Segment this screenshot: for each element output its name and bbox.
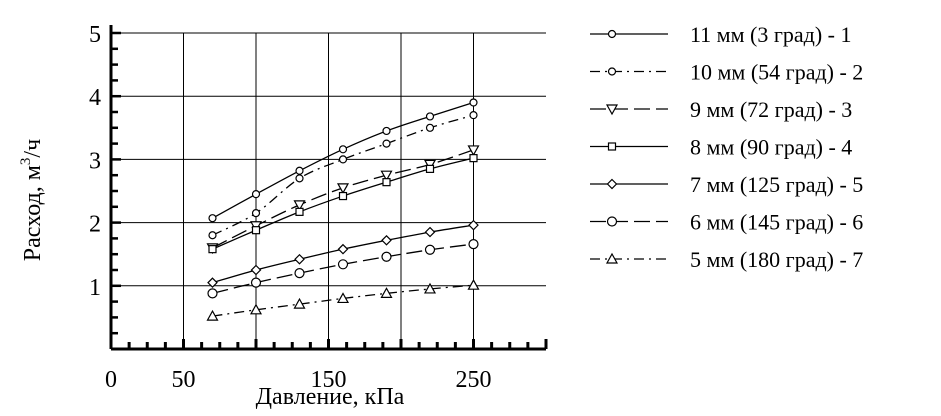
data-point [294, 253, 305, 265]
data-point [337, 243, 349, 255]
series-layer [206, 98, 480, 321]
x-tick-label: 50 [172, 367, 196, 393]
data-point [425, 112, 435, 121]
data-point [207, 277, 218, 288]
data-point [381, 234, 392, 246]
x-tick-label: 250 [456, 367, 492, 393]
data-point [249, 303, 263, 315]
legend-item-6: 6 мм (145 град) - 6 [590, 210, 863, 235]
data-point [607, 142, 617, 151]
data-point [206, 309, 219, 321]
data-point [207, 288, 218, 299]
legend-label: 6 мм (145 град) - 6 [690, 210, 863, 235]
data-point [382, 126, 391, 136]
data-point [250, 264, 262, 276]
data-point [336, 183, 350, 195]
data-point [423, 282, 437, 294]
data-point [424, 244, 436, 255]
legend-item-5: 7 мм (125 град) - 5 [590, 172, 863, 197]
data-point [380, 287, 393, 298]
data-point [380, 170, 393, 182]
data-point [607, 29, 617, 39]
data-point [381, 251, 392, 262]
data-point [338, 155, 348, 164]
data-point [294, 268, 305, 279]
legend-item-4: 8 мм (90 град) - 4 [590, 135, 852, 160]
legend-item-2: 10 мм (54 град) - 2 [590, 60, 863, 85]
data-point [336, 292, 350, 304]
y-tick-label: 3 [89, 148, 101, 174]
data-point [208, 214, 217, 223]
data-point [251, 209, 261, 218]
data-point [468, 238, 479, 250]
data-point [251, 226, 261, 235]
data-point [208, 231, 217, 240]
legend: 11 мм (3 град) - 1 10 мм (54 град) - 2 9 м… [590, 22, 863, 272]
data-point [338, 191, 348, 201]
series-3 [206, 145, 480, 255]
grid [111, 32, 546, 349]
data-point [467, 145, 480, 157]
x-tick-label: 0 [105, 367, 117, 393]
data-point [295, 166, 304, 175]
y-tick-label: 1 [89, 275, 101, 301]
data-point [469, 98, 478, 107]
data-point [337, 259, 349, 270]
data-point [208, 245, 217, 254]
legend-label: 5 мм (180 град) - 7 [690, 247, 863, 272]
data-point [295, 174, 304, 183]
data-point [382, 139, 391, 148]
y-tick-label: 4 [89, 85, 101, 111]
legend-label: 7 мм (125 град) - 5 [690, 172, 863, 197]
legend-label: 11 мм (3 град) - 1 [690, 22, 852, 47]
axes [109, 25, 548, 351]
data-point [469, 111, 478, 120]
y-axis-label-tail: /ч [20, 139, 46, 158]
tick-labels: 0 50 150 250 1 2 3 4 5 [89, 22, 492, 393]
legend-item-1: 11 мм (3 град) - 1 [590, 22, 852, 47]
y-axis-label-sup: 3 [18, 158, 34, 166]
data-point [469, 154, 478, 163]
data-point [251, 190, 261, 199]
series-4 [208, 154, 478, 254]
data-point [250, 277, 262, 288]
data-point [382, 178, 391, 187]
data-point [605, 252, 619, 264]
series-1 [208, 98, 478, 223]
series-7 [206, 278, 480, 321]
data-point [606, 178, 618, 190]
legend-item-7: 5 мм (180 град) - 7 [590, 247, 863, 272]
data-point [338, 145, 348, 154]
data-point [293, 297, 306, 309]
data-point [295, 207, 304, 216]
data-point [607, 67, 617, 76]
y-tick-label: 2 [89, 212, 101, 238]
legend-label: 9 мм (72 град) - 3 [690, 97, 852, 122]
data-point [468, 219, 479, 231]
series-6 [207, 238, 479, 299]
data-point [606, 216, 618, 227]
y-tick-label: 5 [89, 22, 101, 48]
x-tick-label: 150 [311, 367, 347, 393]
legend-label: 8 мм (90 град) - 4 [690, 135, 852, 160]
data-point [293, 200, 306, 212]
data-point [605, 104, 619, 116]
data-point [425, 123, 435, 132]
series-5 [207, 219, 479, 288]
x-axis-label: Давление, кПа [256, 384, 405, 410]
legend-item-3: 9 мм (72 град) - 3 [590, 97, 852, 122]
data-point [424, 226, 436, 238]
data-point [425, 164, 435, 173]
series-line [212, 114, 474, 236]
data-point [467, 278, 480, 290]
legend-label: 10 мм (54 град) - 2 [690, 60, 863, 85]
series-2 [208, 111, 478, 240]
y-axis-label: Расход, м3/ч [18, 139, 46, 261]
y-axis-label-main: Расход, м [20, 165, 46, 261]
series-line [212, 157, 474, 250]
